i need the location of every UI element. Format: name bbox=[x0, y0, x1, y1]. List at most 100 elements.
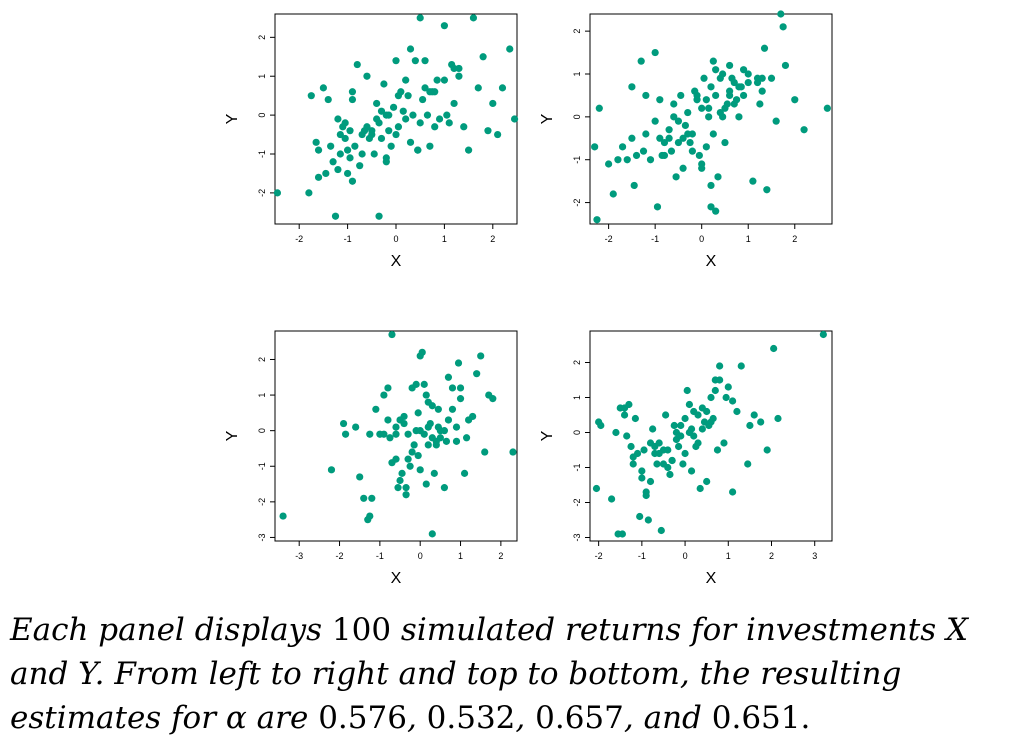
data-point bbox=[709, 130, 717, 138]
data-point bbox=[469, 412, 477, 421]
data-point bbox=[428, 530, 436, 538]
data-point bbox=[462, 434, 471, 442]
data-point bbox=[677, 91, 685, 100]
y-tick-label: -2 bbox=[257, 189, 267, 197]
data-point bbox=[392, 130, 400, 139]
data-point bbox=[334, 115, 342, 123]
data-point bbox=[442, 437, 451, 445]
scatter-panel-2: -2 -1 0 1 2 -2 -1 0 1 2 X Y bbox=[539, 10, 833, 270]
data-point bbox=[638, 474, 646, 482]
data-point bbox=[312, 138, 320, 146]
data-point bbox=[448, 405, 457, 413]
data-point bbox=[677, 432, 685, 440]
data-point bbox=[722, 393, 730, 402]
data-point bbox=[733, 407, 741, 416]
data-point bbox=[305, 189, 313, 197]
data-point bbox=[779, 23, 787, 31]
caption-separator: , bbox=[623, 700, 644, 736]
data-point bbox=[440, 76, 448, 84]
data-point bbox=[638, 467, 646, 475]
data-point bbox=[746, 421, 754, 430]
data-point bbox=[423, 111, 432, 119]
data-point bbox=[435, 115, 444, 123]
data-point bbox=[636, 512, 644, 521]
data-point bbox=[679, 460, 687, 468]
data-point bbox=[595, 104, 603, 112]
x-tick-label: 1 bbox=[726, 551, 731, 561]
data-point bbox=[664, 446, 672, 454]
data-point bbox=[698, 164, 706, 172]
data-point bbox=[757, 418, 765, 426]
data-point bbox=[279, 512, 287, 520]
data-point bbox=[416, 119, 424, 127]
data-point bbox=[392, 455, 400, 463]
data-point bbox=[370, 150, 378, 158]
data-point bbox=[396, 476, 404, 485]
data-point bbox=[420, 430, 428, 438]
data-point bbox=[700, 74, 708, 82]
data-point bbox=[445, 119, 453, 127]
data-point bbox=[341, 430, 350, 438]
caption-estimate-3: 0.657 bbox=[535, 700, 624, 736]
data-point bbox=[324, 95, 332, 104]
data-point bbox=[672, 173, 680, 181]
data-point bbox=[412, 380, 420, 388]
data-point bbox=[346, 127, 354, 135]
data-point bbox=[392, 430, 400, 438]
data-point bbox=[373, 115, 381, 123]
data-point bbox=[688, 147, 696, 155]
data-point bbox=[631, 414, 639, 423]
data-point bbox=[674, 442, 683, 451]
data-point bbox=[473, 370, 481, 378]
data-point bbox=[452, 437, 461, 445]
data-point bbox=[356, 162, 364, 170]
data-point bbox=[639, 147, 648, 155]
data-point bbox=[712, 66, 720, 74]
data-point bbox=[642, 488, 650, 496]
data-point bbox=[389, 103, 398, 111]
data-point bbox=[623, 432, 631, 440]
data-point bbox=[402, 491, 410, 499]
x-tick-label: -1 bbox=[638, 551, 646, 561]
data-point bbox=[484, 127, 492, 135]
data-point bbox=[327, 142, 335, 150]
data-point bbox=[637, 57, 645, 65]
data-point bbox=[711, 386, 719, 395]
data-point bbox=[670, 100, 678, 108]
data-point bbox=[618, 143, 627, 151]
data-point bbox=[366, 512, 374, 520]
data-point bbox=[456, 395, 465, 403]
data-point bbox=[735, 113, 743, 121]
data-point bbox=[424, 441, 432, 449]
caption-alpha: α bbox=[225, 700, 247, 736]
data-point bbox=[380, 430, 388, 438]
data-point bbox=[696, 484, 704, 493]
data-point bbox=[695, 151, 703, 160]
data-point bbox=[418, 348, 426, 356]
data-point bbox=[707, 83, 715, 91]
data-point bbox=[681, 449, 689, 458]
data-point bbox=[767, 74, 776, 82]
data-point bbox=[698, 104, 706, 112]
data-point bbox=[394, 123, 403, 131]
data-point bbox=[336, 150, 344, 158]
y-tick-label: 2 bbox=[257, 35, 267, 40]
data-point bbox=[414, 146, 422, 154]
data-point bbox=[653, 203, 662, 211]
x-axis-label: X bbox=[391, 570, 402, 587]
data-point bbox=[620, 404, 629, 412]
data-point bbox=[744, 78, 752, 87]
data-point bbox=[360, 494, 368, 502]
data-point bbox=[665, 126, 673, 134]
data-point bbox=[800, 126, 808, 134]
data-point bbox=[348, 177, 357, 185]
data-point bbox=[380, 80, 388, 88]
y-tick-label: -1 bbox=[257, 462, 267, 470]
y-tick-label: 1 bbox=[572, 395, 582, 400]
data-point bbox=[375, 212, 383, 220]
data-point bbox=[477, 352, 485, 360]
x-tick-label: 1 bbox=[458, 551, 463, 561]
data-point bbox=[605, 160, 613, 168]
data-point bbox=[657, 526, 665, 535]
x-tick-label: 1 bbox=[746, 234, 751, 244]
